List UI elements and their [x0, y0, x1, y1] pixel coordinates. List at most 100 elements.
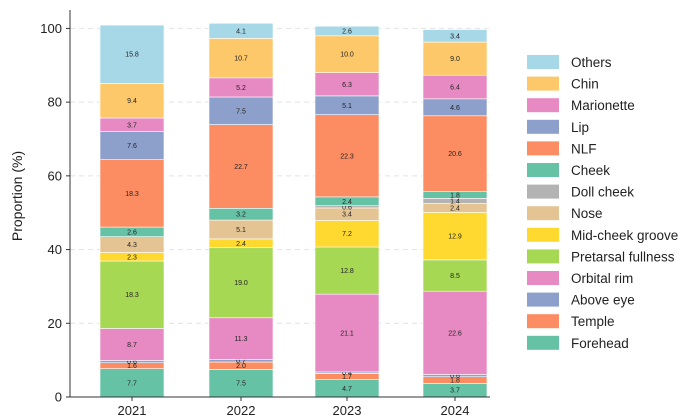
bar-segment-2021-pretarsal-fullness — [99, 260, 165, 329]
data-label-2021-orbital-rim: 8.7 — [127, 342, 137, 349]
legend-label-temple: Temple — [571, 314, 615, 329]
legend-label-forehead: Forehead — [571, 336, 629, 351]
data-label-2021-nose: 4.3 — [127, 242, 137, 249]
bar-segment-2021-others — [99, 24, 165, 84]
legend-swatch-doll-cheek — [527, 184, 559, 199]
legend-label-nose: Nose — [571, 206, 603, 221]
data-label-2024-orbital-rim: 22.6 — [448, 330, 462, 337]
bar-segment-2021-forehead — [99, 368, 165, 398]
legend-label-others: Others — [571, 55, 612, 70]
data-label-2023-cheek: 2.4 — [342, 199, 352, 206]
data-label-2024-temple: 1.8 — [450, 378, 460, 385]
legend-label-cheek: Cheek — [571, 163, 610, 178]
data-label-2023-pretarsal-fullness: 12.8 — [340, 268, 354, 275]
legend-swatch-others — [527, 55, 559, 69]
bar-segment-2022-nlf — [208, 124, 274, 209]
data-label-2023-chin: 10.0 — [340, 52, 354, 59]
data-label-2021-lip: 7.6 — [127, 143, 137, 150]
legend-label-pretarsal-fullness: Pretarsal fullness — [571, 249, 675, 264]
legend: Others Chin Marionette Lip NLF Cheek Doll chee… — [527, 55, 678, 351]
data-label-2024-nose: 2.4 — [450, 205, 460, 212]
data-label-2021-forehead: 7.7 — [127, 380, 137, 387]
data-label-2023-others: 2.6 — [342, 29, 352, 36]
bars: 7.71.60.68.718.32.34.32.618.37.63.79.415… — [99, 22, 488, 398]
data-label-2024-forehead: 3.7 — [450, 388, 460, 395]
legend-swatch-mid-cheek-groove — [527, 227, 559, 242]
legend-swatch-pretarsal-fullness — [527, 249, 559, 264]
data-label-2022-marionette: 5.2 — [236, 85, 246, 92]
x-tick-label-2024: 2024 — [441, 403, 470, 418]
data-label-2022-chin: 10.7 — [234, 56, 248, 63]
bar-segment-2023-nlf — [314, 114, 380, 198]
data-label-2023-temple: 1.7 — [342, 374, 352, 381]
legend-swatch-lip — [527, 119, 559, 134]
data-label-2023-forehead: 4.7 — [342, 386, 352, 393]
tick-labels: 0 20 40 60 80 100 2021 2022 2023 2024 — [40, 21, 469, 418]
x-tick-label-2021: 2021 — [118, 403, 147, 418]
bar-segment-2022-orbital-rim — [208, 317, 274, 360]
data-label-2021-above-eye: 0.6 — [127, 359, 137, 366]
x-tick-label-2022: 2022 — [227, 403, 256, 418]
legend-label-marionette: Marionette — [571, 98, 635, 113]
data-label-2021-chin: 9.4 — [127, 98, 137, 105]
data-label-2022-cheek: 3.2 — [236, 212, 246, 219]
legend-swatch-above-eye — [527, 292, 559, 307]
bar-segment-2023-others — [314, 25, 380, 37]
data-label-2023-orbital-rim: 21.1 — [340, 331, 354, 338]
bar-segment-2021-orbital-rim — [99, 328, 165, 361]
bar-segment-2022-forehead — [208, 369, 274, 398]
data-label-2022-forehead: 7.5 — [236, 381, 246, 388]
data-label-2022-pretarsal-fullness: 19.0 — [234, 280, 248, 287]
data-label-2022-nose: 5.1 — [236, 227, 246, 234]
y-tick-label-40: 40 — [48, 242, 62, 257]
bar-segment-2022-chin — [208, 38, 274, 79]
data-label-2021-mid-cheek-groove: 2.3 — [127, 254, 137, 261]
data-label-2022-nlf: 22.7 — [234, 164, 248, 171]
legend-label-above-eye: Above eye — [571, 293, 635, 308]
legend-label-chin: Chin — [571, 77, 599, 92]
data-label-2024-doll-cheek: 1.4 — [450, 198, 460, 205]
axes — [69, 10, 490, 398]
data-label-2024-chin: 9.0 — [450, 56, 460, 63]
data-label-2024-lip: 4.6 — [450, 105, 460, 112]
data-label-2024-pretarsal-fullness: 8.5 — [450, 273, 460, 280]
data-label-2024-mid-cheek-groove: 12.9 — [448, 234, 462, 241]
data-label-2024-others: 3.4 — [450, 33, 460, 40]
data-label-2022-orbital-rim: 11.3 — [234, 336, 247, 343]
bar-segment-2023-orbital-rim — [314, 293, 380, 373]
y-tick-label-0: 0 — [55, 390, 62, 405]
data-label-2023-mid-cheek-groove: 7.2 — [342, 231, 352, 238]
y-tick-label-100: 100 — [40, 21, 62, 36]
legend-swatch-chin — [527, 76, 559, 91]
legend-swatch-temple — [527, 314, 559, 329]
data-label-2024-above-eye: 0.6 — [450, 373, 460, 380]
data-label-2024-nlf: 20.6 — [448, 151, 462, 158]
bar-segment-2024-orbital-rim — [422, 290, 488, 375]
data-label-2024-marionette: 6.4 — [450, 85, 460, 92]
legend-swatch-orbital-rim — [527, 271, 559, 285]
data-label-2021-pretarsal-fullness: 18.3 — [125, 292, 139, 299]
data-label-2023-lip: 5.1 — [342, 103, 352, 110]
bar-segment-2022-others — [208, 22, 274, 39]
legend-swatch-cheek — [527, 163, 559, 177]
bar-segment-2024-mid-cheek-groove — [422, 212, 488, 261]
data-label-2021-others: 15.8 — [125, 52, 139, 59]
data-label-2021-cheek: 2.6 — [127, 229, 137, 236]
legend-label-nlf: NLF — [571, 141, 597, 156]
data-label-2023-doll-cheek: 0.6 — [342, 204, 352, 211]
data-label-2022-lip: 7.5 — [236, 108, 246, 115]
legend-label-mid-cheek-groove: Mid-cheek groove — [571, 228, 678, 243]
bar-segment-2022-pretarsal-fullness — [208, 247, 274, 319]
data-label-2022-above-eye: 0.7 — [236, 358, 246, 365]
legend-swatch-marionette — [527, 98, 559, 113]
y-tick-label-20: 20 — [48, 316, 62, 331]
bar-segment-2023-mid-cheek-groove — [314, 220, 380, 248]
data-label-2023-above-eye: 0.4 — [342, 370, 352, 377]
data-label-2024-cheek: 1.8 — [450, 193, 460, 200]
legend-label-lip: Lip — [571, 120, 589, 135]
data-label-2021-marionette: 3.7 — [127, 122, 137, 129]
legend-label-orbital-rim: Orbital rim — [571, 271, 633, 286]
legend-swatch-nose — [527, 206, 559, 221]
legend-label-doll-cheek: Doll cheek — [571, 185, 634, 200]
